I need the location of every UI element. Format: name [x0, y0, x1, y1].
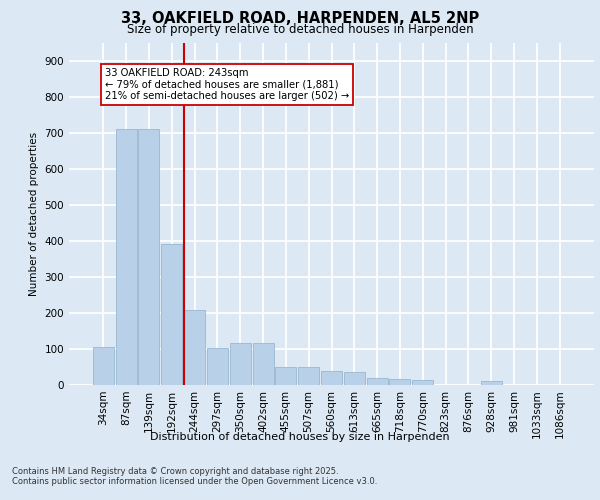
Bar [139, 129, 160, 385]
Bar [389, 378, 410, 385]
Bar [116, 129, 137, 385]
Bar [367, 378, 388, 385]
Text: Distribution of detached houses by size in Harpenden: Distribution of detached houses by size … [150, 432, 450, 442]
Text: Contains public sector information licensed under the Open Government Licence v3: Contains public sector information licen… [12, 478, 377, 486]
Text: Size of property relative to detached houses in Harpenden: Size of property relative to detached ho… [127, 22, 473, 36]
Bar [207, 348, 228, 385]
Text: Contains HM Land Registry data © Crown copyright and database right 2025.: Contains HM Land Registry data © Crown c… [12, 468, 338, 476]
Bar [321, 372, 342, 385]
Text: 33, OAKFIELD ROAD, HARPENDEN, AL5 2NP: 33, OAKFIELD ROAD, HARPENDEN, AL5 2NP [121, 11, 479, 26]
Bar [230, 343, 251, 385]
Y-axis label: Number of detached properties: Number of detached properties [29, 132, 39, 296]
Bar [161, 244, 182, 385]
Bar [481, 380, 502, 385]
Bar [412, 380, 433, 385]
Bar [275, 367, 296, 385]
Bar [184, 310, 205, 385]
Bar [253, 343, 274, 385]
Text: 33 OAKFIELD ROAD: 243sqm
← 79% of detached houses are smaller (1,881)
21% of sem: 33 OAKFIELD ROAD: 243sqm ← 79% of detach… [105, 68, 349, 101]
Bar [93, 347, 114, 385]
Bar [298, 367, 319, 385]
Bar [344, 372, 365, 385]
